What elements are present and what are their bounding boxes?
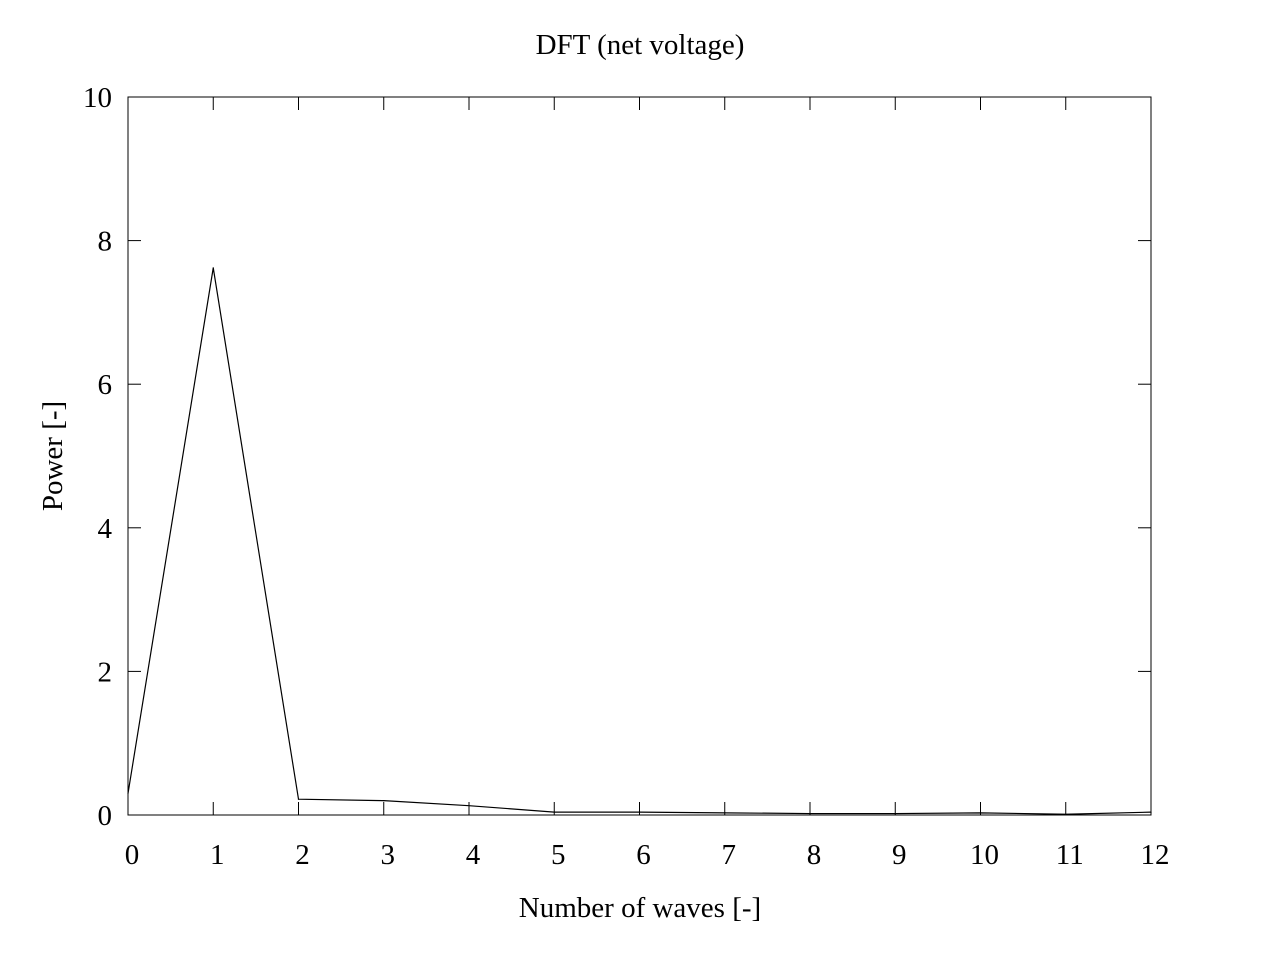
y-tick-label: 4 [98, 513, 113, 545]
x-tick-label: 2 [295, 839, 310, 871]
x-tick-label: 1 [210, 839, 225, 871]
y-tick-label: 0 [98, 800, 113, 832]
data-point [212, 267, 214, 269]
data-point [553, 811, 555, 813]
plot-frame [127, 96, 1152, 816]
y-tick-label: 10 [83, 82, 112, 114]
chart-title: DFT (net voltage) [536, 29, 745, 61]
x-tick-label: 4 [466, 839, 481, 871]
y-tick-label: 6 [98, 369, 113, 401]
y-axis-label: Power [-] [37, 401, 69, 511]
ticks-layer [127, 96, 1152, 816]
x-tick-label: 7 [722, 839, 737, 871]
x-tick-label: 3 [381, 839, 396, 871]
x-tick-label: 12 [1141, 839, 1170, 871]
data-point [724, 812, 726, 814]
series-layer [127, 267, 1152, 815]
x-axis-label: Number of waves [-] [519, 892, 761, 924]
data-point [468, 805, 470, 807]
data-point [809, 812, 811, 815]
x-tick-label: 6 [636, 839, 651, 871]
data-point [638, 811, 641, 813]
x-tick-label: 11 [1056, 839, 1084, 871]
x-tick-label: 5 [551, 839, 566, 871]
x-tick-label: 10 [970, 839, 999, 871]
data-point [894, 812, 896, 815]
data-point [979, 812, 982, 814]
series-line [127, 267, 1152, 815]
data-point [297, 798, 300, 800]
x-tick-label: 0 [125, 839, 140, 871]
y-tick-label: 8 [98, 226, 113, 258]
x-tick-label: 9 [892, 839, 907, 871]
y-tick-label: 2 [98, 656, 113, 688]
data-point [383, 800, 385, 802]
x-tick-label: 8 [807, 839, 822, 871]
